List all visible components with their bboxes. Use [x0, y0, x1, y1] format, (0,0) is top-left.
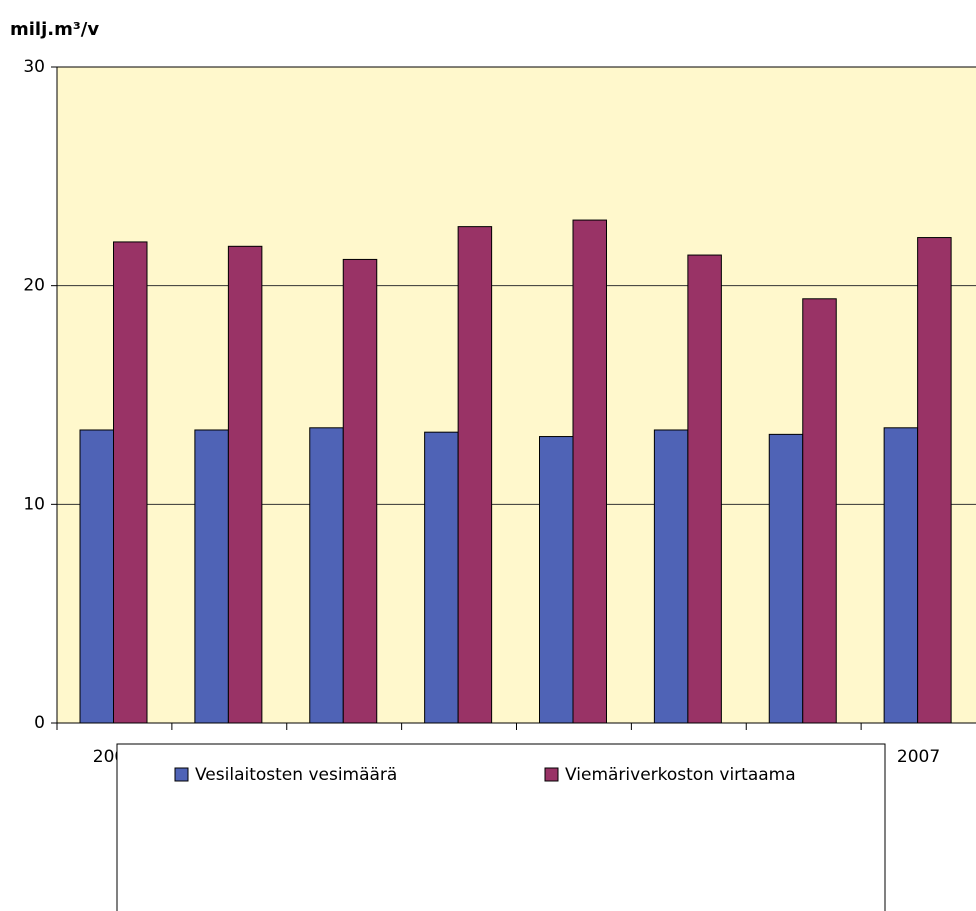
- bar: [227, 245, 263, 724]
- bar: [457, 226, 493, 724]
- x-tick-label: 2007: [897, 747, 940, 767]
- bar: [802, 298, 837, 724]
- bar: [572, 219, 607, 724]
- y-axis-label: milj.m³/v: [10, 19, 99, 40]
- bar: [653, 429, 689, 724]
- bar: [194, 429, 229, 724]
- bar: [342, 258, 378, 724]
- bar: [768, 433, 804, 724]
- bar: [113, 241, 148, 724]
- legend-label: Vesilaitosten vesimäärä: [195, 765, 397, 785]
- y-tick-label: 10: [23, 494, 45, 514]
- legend-swatch: [544, 767, 559, 782]
- legend-swatch: [174, 767, 189, 782]
- bar: [917, 237, 952, 724]
- legend-label: Viemäriverkoston virtaama: [565, 765, 796, 785]
- y-tick-label: 30: [23, 57, 45, 77]
- bar: [79, 429, 114, 724]
- bar: [687, 254, 722, 724]
- y-tick-label: 0: [34, 713, 45, 733]
- bar: [309, 427, 344, 724]
- bar: [539, 436, 574, 724]
- bar: [883, 427, 919, 724]
- y-tick-label: 20: [23, 276, 45, 296]
- legend-box: [116, 743, 886, 911]
- bar: [424, 431, 459, 724]
